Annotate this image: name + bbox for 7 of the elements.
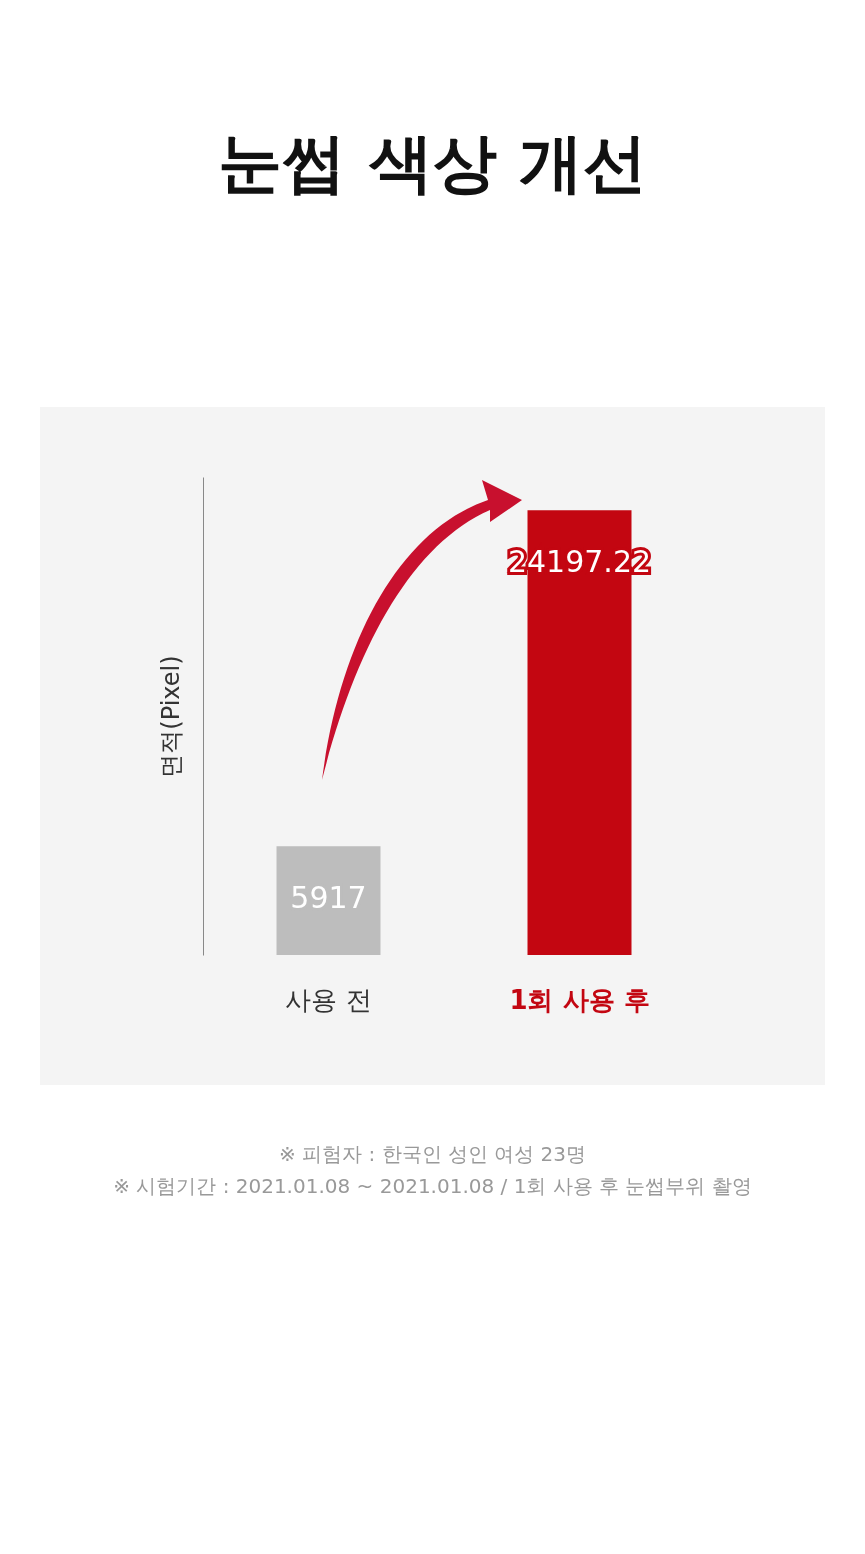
x-tick-label: 1회 사용 후 [509,984,650,1015]
text: ※ 시험기간 : 2021.01.08 ~ 2021.01.08 / 1회 사용 후 눈썹부위 촬영 [112,1173,753,1200]
y-axis-title: 면적(Pixel) [156,655,185,778]
text: ※ 피험자 : 한국인 성인 여성 23명 [277,1141,588,1168]
data-label: 5917 [290,880,367,916]
chart-title: 눈썹 색상 개선 [217,125,648,202]
x-tick-label: 사용 전 [285,984,372,1015]
